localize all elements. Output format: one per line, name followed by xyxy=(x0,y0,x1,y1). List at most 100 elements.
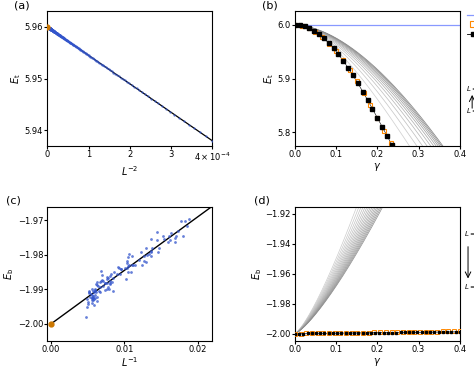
Point xyxy=(174,228,182,234)
Point xyxy=(164,239,172,245)
Point xyxy=(137,249,145,255)
Point xyxy=(93,298,101,304)
Point xyxy=(177,218,184,224)
Point xyxy=(95,288,103,294)
Point xyxy=(90,296,97,302)
Text: (c): (c) xyxy=(6,196,21,206)
Point xyxy=(124,254,132,260)
Point xyxy=(123,258,130,264)
Point xyxy=(101,287,109,293)
Point xyxy=(145,251,153,257)
Point xyxy=(106,281,114,287)
Point xyxy=(144,252,151,258)
Point xyxy=(103,276,111,282)
Point xyxy=(123,260,131,266)
Text: (b): (b) xyxy=(262,1,278,11)
Point xyxy=(91,288,99,294)
Point xyxy=(98,268,105,274)
Point xyxy=(128,262,136,268)
Point xyxy=(113,271,121,277)
Point xyxy=(183,223,191,229)
Point xyxy=(95,283,102,289)
Point xyxy=(96,279,103,285)
Point xyxy=(89,297,96,303)
Point xyxy=(179,233,186,240)
Point xyxy=(107,271,115,277)
Point xyxy=(101,280,109,286)
Point xyxy=(182,218,189,224)
Point xyxy=(128,253,136,259)
Text: $L=100$: $L=100$ xyxy=(464,282,474,291)
X-axis label: $\gamma$: $\gamma$ xyxy=(373,356,382,368)
Point xyxy=(103,286,111,292)
Point xyxy=(109,288,117,294)
Point xyxy=(129,262,137,268)
Point xyxy=(109,279,116,285)
Point xyxy=(88,292,96,298)
Point xyxy=(106,273,114,279)
Text: $L=20$: $L=20$ xyxy=(466,106,474,115)
Point xyxy=(101,280,109,286)
Point xyxy=(99,283,107,289)
Point xyxy=(88,294,96,301)
Point xyxy=(154,249,162,255)
Point xyxy=(93,294,100,300)
Point xyxy=(86,294,94,301)
Point xyxy=(91,289,98,295)
Point xyxy=(147,236,155,242)
Point xyxy=(84,301,92,307)
Point xyxy=(159,233,167,239)
Point xyxy=(96,283,104,290)
Point xyxy=(93,282,100,288)
Point xyxy=(147,253,155,259)
Point xyxy=(89,293,97,299)
Point xyxy=(125,251,133,257)
Point xyxy=(105,285,112,291)
Point xyxy=(142,245,150,251)
Point xyxy=(98,273,106,279)
Point xyxy=(88,297,96,303)
Point xyxy=(142,258,150,265)
Y-axis label: $E_\mathrm{b}$: $E_\mathrm{b}$ xyxy=(250,268,264,280)
Point xyxy=(124,269,132,276)
Point xyxy=(104,275,112,281)
Point xyxy=(84,299,91,305)
Text: $L=60$: $L=60$ xyxy=(466,83,474,92)
Point xyxy=(91,285,99,291)
Point xyxy=(118,266,125,272)
Point xyxy=(98,278,105,284)
Point xyxy=(124,265,131,271)
Point xyxy=(121,265,129,271)
X-axis label: $L^{-2}$: $L^{-2}$ xyxy=(121,164,138,178)
Point xyxy=(110,269,118,275)
Point xyxy=(148,245,156,251)
Point xyxy=(91,292,99,298)
Point xyxy=(140,253,147,259)
Text: (d): (d) xyxy=(254,196,269,206)
Point xyxy=(89,286,96,292)
Point xyxy=(171,239,178,245)
Point xyxy=(109,275,117,281)
Point xyxy=(103,280,110,286)
Point xyxy=(83,304,91,310)
Point xyxy=(147,248,155,254)
X-axis label: $L^{-1}$: $L^{-1}$ xyxy=(121,356,138,370)
Point xyxy=(166,233,173,239)
Point xyxy=(82,313,90,319)
Point xyxy=(160,236,167,242)
Point xyxy=(135,257,142,263)
Point xyxy=(99,278,107,284)
Text: $L=40$: $L=40$ xyxy=(464,229,474,238)
Point xyxy=(154,237,161,243)
Point xyxy=(141,258,148,264)
Point xyxy=(107,280,114,286)
Point xyxy=(91,295,99,301)
Point xyxy=(124,263,132,269)
Point xyxy=(126,262,133,268)
Point xyxy=(89,288,97,294)
Point xyxy=(106,278,113,284)
Point xyxy=(155,244,163,251)
Point xyxy=(96,290,103,296)
Point xyxy=(185,216,192,222)
Point xyxy=(172,233,180,239)
